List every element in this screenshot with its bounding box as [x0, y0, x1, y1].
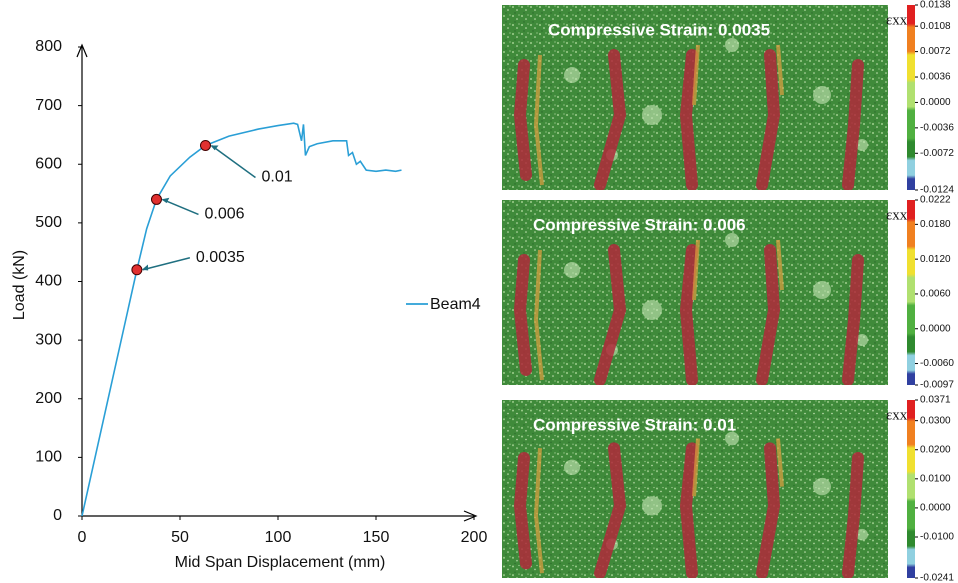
colorbar — [907, 400, 915, 578]
panel-title: Compressive Strain: 0.01 — [533, 415, 736, 434]
y-tick-label: 100 — [35, 449, 62, 466]
y-tick-label: 200 — [35, 390, 62, 407]
y-axis-label: Load (kN) — [11, 250, 28, 320]
colorbar-tick-label: 0.0108 — [920, 21, 951, 32]
x-tick-label: 100 — [265, 529, 292, 546]
colorbar-label: εxx — [886, 12, 908, 28]
panel-title: Compressive Strain: 0.0035 — [548, 20, 770, 39]
y-tick-label: 0 — [53, 507, 62, 524]
x-tick-label: 150 — [363, 529, 390, 546]
colorbar-tick-label: 0.0222 — [920, 195, 951, 206]
colorbar-tick-label: 0.0138 — [920, 0, 951, 11]
annotation-arrowhead — [161, 197, 170, 204]
annotation-label: 0.006 — [204, 206, 244, 223]
colorbar-label: εxx — [886, 207, 908, 223]
x-tick-label: 50 — [171, 529, 189, 546]
annotation-arrowhead — [141, 264, 149, 271]
y-tick-label: 300 — [35, 331, 62, 348]
colorbar-tick-label: 0.0000 — [920, 503, 951, 514]
y-tick-label: 400 — [35, 273, 62, 290]
colorbar — [907, 200, 915, 385]
marker — [199, 139, 211, 151]
y-tick-label: 600 — [35, 155, 62, 172]
y-tick-label: 700 — [35, 97, 62, 114]
colorbar-tick-label: -0.0036 — [920, 123, 954, 134]
colorbar-tick-label: 0.0036 — [920, 72, 951, 83]
x-axis-arrow — [463, 510, 478, 522]
annotation-arrowhead — [210, 145, 219, 151]
annotation-label: 0.01 — [261, 169, 292, 186]
marker — [131, 264, 143, 276]
y-tick-label: 500 — [35, 214, 62, 231]
panel-title: Compressive Strain: 0.006 — [533, 215, 746, 234]
colorbar-tick-label: -0.0241 — [920, 573, 954, 583]
colorbar-tick-label: 0.0300 — [920, 415, 951, 426]
x-tick-label: 200 — [461, 529, 488, 546]
annotation-arrow — [142, 257, 191, 271]
colorbar-tick-label: 0.0000 — [920, 97, 951, 108]
colorbar-tick-label: 0.0072 — [920, 46, 951, 57]
colorbar-tick-label: 0.0200 — [920, 444, 951, 455]
annotation-arrow — [162, 198, 199, 216]
colorbar-tick-label: 0.0060 — [920, 289, 951, 300]
annotation-label: 0.0035 — [196, 249, 245, 266]
line-chart: Mid Span Displacement (mm) Load (kN) Bea… — [11, 38, 487, 571]
legend-label: Beam4 — [430, 296, 481, 313]
colorbar-tick-label: -0.0100 — [920, 532, 954, 543]
colorbar — [907, 5, 915, 190]
x-axis-label: Mid Span Displacement (mm) — [175, 554, 386, 571]
y-tick-label: 800 — [35, 38, 62, 55]
colorbar-tick-label: -0.0060 — [920, 358, 954, 369]
colorbar-tick-label: -0.0072 — [920, 148, 954, 159]
colorbar-tick-label: 0.0180 — [920, 219, 951, 230]
x-tick-label: 0 — [78, 529, 87, 546]
y-axis-arrow — [76, 43, 88, 58]
colorbar-tick-label: 0.0371 — [920, 395, 951, 406]
annotation-arrow — [211, 144, 256, 179]
colorbar-tick-label: 0.0120 — [920, 254, 951, 265]
colorbar-tick-label: 0.0000 — [920, 323, 951, 334]
colorbar-tick-label: -0.0097 — [920, 380, 954, 391]
colorbar-label: εxx — [886, 407, 908, 423]
strain-panels: Compressive Strain: 0.0035 εxx 0.0138 0.010… — [502, 0, 954, 583]
colorbar-tick-label: -0.0124 — [920, 185, 954, 196]
marker — [150, 193, 162, 205]
colorbar-tick-label: 0.0100 — [920, 473, 951, 484]
data-line — [81, 122, 402, 517]
